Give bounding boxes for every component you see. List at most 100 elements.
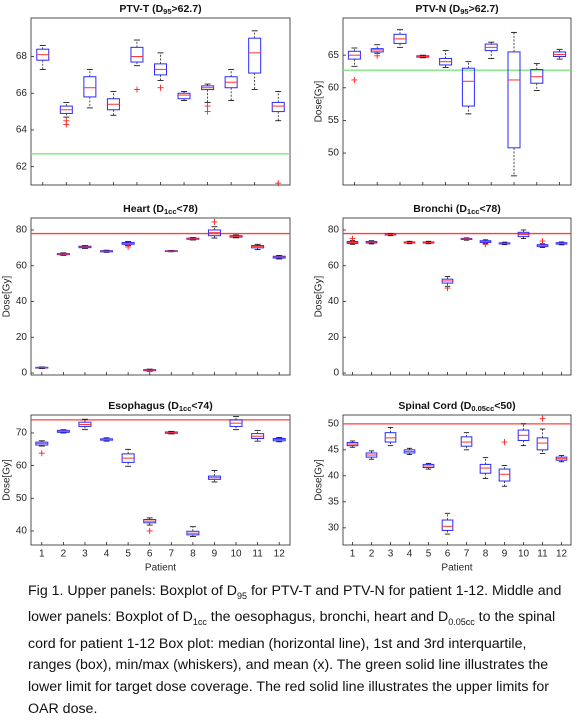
outlier	[275, 180, 282, 187]
outlier	[501, 439, 508, 446]
x-tick-label: 9	[502, 549, 508, 560]
box	[441, 519, 454, 531]
outlier	[482, 241, 489, 248]
y-tick-label: 45	[328, 444, 340, 455]
x-tick-label: 6	[445, 549, 451, 560]
x-tick-label: 10	[518, 549, 530, 560]
y-tick-label: 70	[16, 428, 28, 439]
y-tick-label: 65	[328, 50, 340, 61]
y-tick-label: 64	[16, 125, 28, 136]
box	[271, 101, 285, 113]
outlier	[444, 285, 451, 292]
x-tick-label: 11	[537, 549, 548, 560]
title-main: Heart (D	[123, 203, 164, 215]
y-tick-label: 60	[16, 260, 28, 271]
x-tick-label: 5	[426, 549, 432, 560]
x-tick-label: 2	[369, 549, 375, 560]
box	[536, 437, 549, 451]
y-tick-label: 20	[328, 332, 340, 343]
x-tick-label: 8	[190, 549, 196, 560]
caption-text: to the spinal cord for patient 1-12 Box …	[28, 609, 556, 717]
title-rest: <74)	[191, 400, 212, 412]
box	[479, 463, 492, 474]
outlier	[125, 243, 132, 250]
panel-title: Esophagus (D1cc<74)	[108, 400, 212, 413]
outlier	[374, 52, 381, 59]
outlier	[133, 86, 140, 93]
y-tick-label: 40	[16, 296, 28, 307]
title-main: Esophagus (D	[108, 400, 179, 412]
box	[461, 67, 475, 107]
box	[507, 51, 521, 149]
title-rest: <50)	[494, 400, 515, 412]
y-axis-label: Dose[Gy]	[314, 459, 325, 501]
title-rest: <78)	[479, 203, 500, 215]
title-main: PTV-T (D	[119, 3, 163, 15]
panel-title: Heart (D1cc<78)	[123, 203, 198, 216]
x-tick-label: 11	[252, 549, 263, 560]
outlier	[539, 238, 546, 245]
x-tick-label: 3	[388, 549, 394, 560]
y-tick-label: 55	[328, 115, 340, 126]
y-tick-label: 40	[328, 296, 340, 307]
box	[384, 432, 397, 443]
x-tick-label: 7	[464, 549, 470, 560]
outlier	[211, 218, 218, 225]
box	[177, 92, 191, 100]
caption-subscript: 0.05cc	[448, 617, 475, 628]
x-tick-label: 8	[483, 549, 489, 560]
outlier	[539, 415, 546, 422]
panel-title: PTV-N (D95>62.7)	[415, 3, 498, 16]
y-tick-label: 40	[16, 526, 28, 537]
y-tick-label: 80	[328, 225, 340, 236]
plot-frame	[342, 414, 572, 546]
y-axis-label: Dose[Gy]	[2, 459, 13, 501]
y-tick-label: 40	[328, 470, 340, 481]
x-tick-label: 9	[212, 549, 218, 560]
title-main: PTV-N (D	[415, 3, 460, 15]
title-sub: 1cc	[164, 207, 177, 216]
plot-frame	[30, 217, 291, 376]
x-tick-label: 2	[61, 549, 67, 560]
y-axis-label: Dose[Gy]	[2, 275, 13, 317]
x-tick-label: 4	[104, 549, 110, 560]
outlier	[349, 235, 356, 242]
caption-text: the oesophagus, bronchi, heart and D	[206, 609, 449, 626]
title-sub: 1cc	[179, 404, 192, 413]
x-tick-label: 7	[169, 549, 175, 560]
x-tick-label: 10	[230, 549, 242, 560]
plot-frame	[342, 17, 572, 186]
box	[248, 37, 262, 74]
title-sub: 95	[460, 7, 468, 16]
y-tick-label: 50	[328, 148, 340, 159]
box	[83, 76, 97, 98]
y-tick-label: 60	[328, 82, 340, 93]
title-sub: 0.05cc	[471, 404, 494, 413]
plot-frame	[342, 217, 572, 376]
panel-title: Spinal Cord (D0.05cc<50)	[398, 400, 515, 413]
outlier	[146, 527, 153, 534]
caption-subscript: 95	[236, 590, 247, 601]
title-sub: 95	[163, 7, 171, 16]
outlier	[157, 84, 164, 91]
outlier	[38, 450, 45, 457]
caption: Fig 1. Upper panels: Boxplot of D95 for …	[28, 581, 563, 720]
caption-subscript: 1cc	[192, 617, 207, 628]
title-main: Spinal Cord (D	[398, 400, 471, 412]
title-sub: 1cc	[467, 207, 480, 216]
y-tick-label: 35	[328, 496, 340, 507]
outlier	[351, 76, 358, 83]
x-tick-label: 4	[407, 549, 413, 560]
x-tick-label: 6	[147, 549, 153, 560]
box	[498, 468, 511, 482]
y-tick-label: 60	[328, 260, 340, 271]
x-tick-label: 1	[39, 549, 45, 560]
title-rest: >62.7)	[172, 3, 202, 15]
x-tick-label: 3	[82, 549, 88, 560]
panel-title: PTV-T (D95>62.7)	[119, 3, 201, 16]
title-main: Bronchi (D	[413, 203, 467, 215]
caption-text: Fig 1. Upper panels: Boxplot of D	[28, 583, 237, 599]
y-tick-label: 80	[16, 225, 28, 236]
